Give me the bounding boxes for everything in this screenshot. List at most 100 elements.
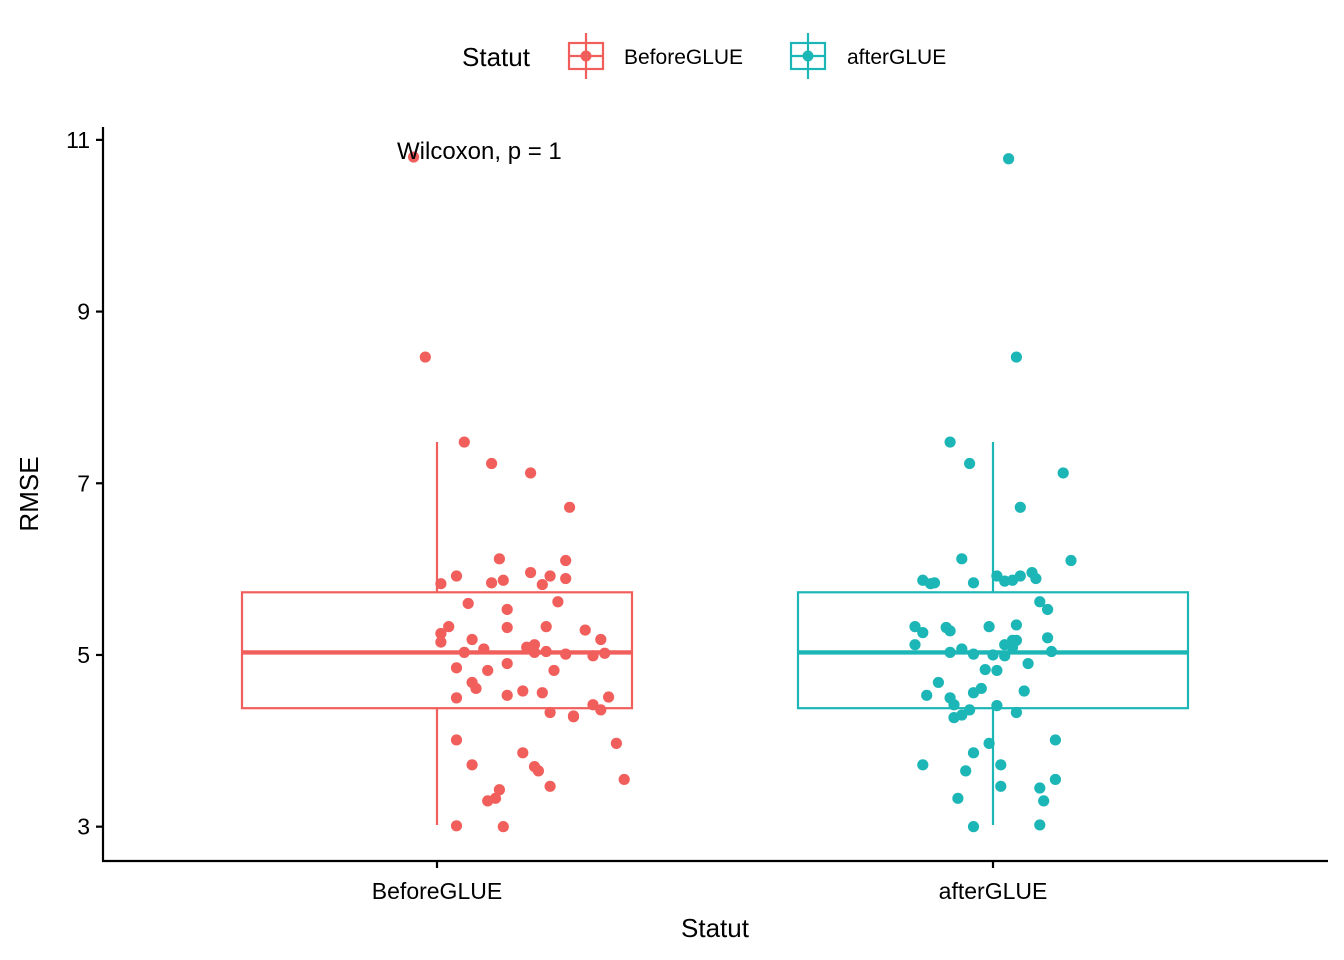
data-point xyxy=(478,643,490,655)
data-point xyxy=(967,648,980,660)
data-point xyxy=(1038,795,1050,807)
data-point xyxy=(595,633,607,646)
data-point xyxy=(595,704,607,716)
data-point xyxy=(466,759,478,771)
data-point xyxy=(462,597,474,610)
data-point xyxy=(948,712,960,724)
data-point xyxy=(1014,501,1026,513)
data-point xyxy=(470,682,482,695)
data-point xyxy=(987,649,999,661)
data-point xyxy=(517,685,529,697)
data-point xyxy=(536,687,548,699)
data-point xyxy=(956,643,968,655)
data-point xyxy=(1042,632,1054,644)
data-point xyxy=(909,621,921,633)
data-point xyxy=(458,436,470,448)
data-point xyxy=(458,646,470,658)
data-point xyxy=(435,578,447,590)
data-point xyxy=(1034,596,1046,608)
legend-key-before xyxy=(567,33,605,79)
data-point xyxy=(1006,641,1019,653)
y-axis-ticks: 3 5 7 9 11 xyxy=(66,127,103,840)
data-point xyxy=(983,737,995,749)
data-point xyxy=(1030,572,1042,585)
data-point xyxy=(599,647,611,659)
y-tick-label: 3 xyxy=(77,814,90,840)
data-point xyxy=(525,467,537,479)
data-point xyxy=(486,457,498,470)
data-point xyxy=(552,596,564,608)
data-point xyxy=(497,821,509,833)
x-tick-label: afterGLUE xyxy=(939,878,1048,904)
y-tick-label: 7 xyxy=(77,470,90,496)
data-point xyxy=(450,734,463,746)
data-point xyxy=(1049,734,1061,746)
data-point xyxy=(999,650,1011,662)
data-point xyxy=(1034,819,1046,831)
data-point xyxy=(618,773,630,786)
data-point xyxy=(1042,603,1054,616)
data-point xyxy=(960,765,972,777)
data-point xyxy=(967,577,980,589)
data-point xyxy=(532,765,545,777)
data-point xyxy=(956,553,968,565)
data-point xyxy=(610,737,623,749)
data-point xyxy=(482,795,494,807)
data-point xyxy=(560,572,572,585)
data-point xyxy=(482,664,494,677)
data-point xyxy=(501,689,513,701)
data-point xyxy=(991,700,1003,712)
legend-label-after: afterGLUE xyxy=(847,46,946,69)
data-point xyxy=(948,699,960,711)
data-point xyxy=(1034,782,1046,794)
data-point xyxy=(1003,153,1015,165)
data-point xyxy=(493,553,505,565)
data-point xyxy=(964,457,976,470)
data-point xyxy=(560,554,572,567)
data-point xyxy=(932,676,945,689)
data-point xyxy=(544,706,556,719)
data-point xyxy=(983,621,995,633)
y-tick-label: 11 xyxy=(66,127,90,153)
data-point xyxy=(450,662,463,674)
x-tick-label: BeforeGLUE xyxy=(372,878,502,904)
data-point xyxy=(544,780,556,792)
data-point xyxy=(944,625,956,637)
data-point xyxy=(979,663,991,676)
data-point xyxy=(408,151,420,163)
data-point xyxy=(450,820,463,832)
data-point xyxy=(450,570,463,582)
data-point xyxy=(995,759,1007,771)
y-axis-title: RMSE xyxy=(14,456,44,531)
data-point xyxy=(497,574,509,586)
data-point xyxy=(967,821,980,833)
x-axis-title: Statut xyxy=(681,913,750,943)
data-point xyxy=(587,650,599,662)
data-point xyxy=(1010,619,1023,631)
test-annotation: Wilcoxon, p = 1 xyxy=(397,138,562,165)
data-point xyxy=(967,747,980,759)
data-point xyxy=(944,646,956,658)
data-point xyxy=(921,689,933,701)
data-point xyxy=(564,501,576,513)
data-point xyxy=(1010,706,1023,719)
legend-label-before: BeforeGLUE xyxy=(624,46,743,69)
data-point xyxy=(435,636,447,648)
data-point xyxy=(991,664,1003,677)
data-point xyxy=(501,621,513,634)
legend-title: Statut xyxy=(462,42,531,72)
data-point xyxy=(1022,657,1034,670)
data-point xyxy=(540,621,552,633)
data-point xyxy=(435,627,447,640)
data-point xyxy=(540,645,552,658)
data-point xyxy=(1018,685,1030,697)
data-point xyxy=(548,664,560,677)
data-point xyxy=(528,646,541,658)
data-point xyxy=(925,578,937,590)
data-point xyxy=(560,648,572,660)
x-axis-ticks: BeforeGLUE afterGLUE xyxy=(372,861,1048,904)
y-tick-label: 5 xyxy=(77,642,90,668)
data-point xyxy=(579,624,591,636)
data-point xyxy=(1045,645,1058,658)
